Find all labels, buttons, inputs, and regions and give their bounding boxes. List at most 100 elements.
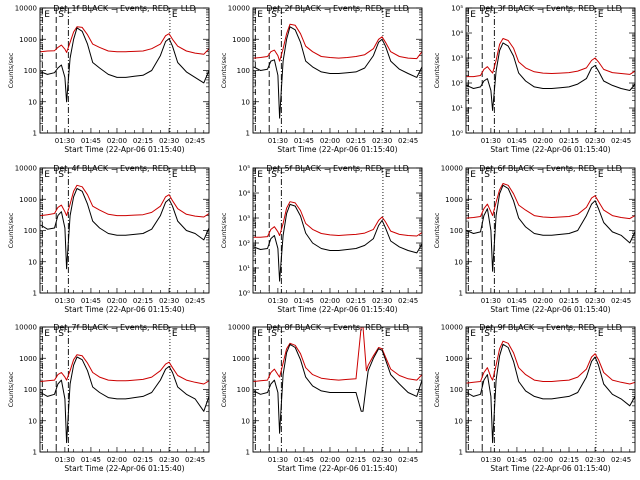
event-marker-label: E — [44, 170, 50, 180]
plot-frame — [465, 326, 636, 453]
chart-panel-6: 1 10 100 1000 10000 01:30 01:45 02:00 02:15 02:30… — [433, 164, 636, 314]
event-marker-label: E — [172, 329, 178, 339]
y-tick-label: 100 — [237, 386, 250, 394]
y-tick-label: 1000 — [445, 196, 463, 204]
plot-frame — [465, 167, 636, 294]
series-line-events — [253, 203, 422, 282]
chart-title: Det_9f BLACK = Events, RED = LLD — [479, 323, 622, 332]
y-tick-label: 1 — [459, 290, 463, 298]
chart-title: Det_4f BLACK = Events, RED = LLD — [53, 164, 196, 173]
event-marker-label: S — [271, 10, 277, 20]
x-tick-label: 01:45 — [81, 137, 101, 145]
chart-panel-4: 1 10 100 1000 10000 01:30 01:45 02:00 02:15 02:30… — [7, 164, 210, 314]
y-tick-label: 10 — [454, 417, 463, 425]
y-tick-label: 100 — [237, 67, 250, 75]
x-axis-label: Start Time (22-Apr-06 01:15:40) — [490, 305, 610, 314]
plot-frame — [39, 7, 210, 134]
x-tick-label: 02:00 — [107, 137, 127, 145]
x-axis-label: Start Time (22-Apr-06 01:15:40) — [490, 145, 610, 154]
x-tick-label: 01:45 — [507, 297, 527, 305]
x-tick-label: 01:45 — [81, 456, 101, 464]
series-line-lld — [40, 354, 209, 385]
y-tick-label: 10000 — [441, 165, 463, 173]
y-tick-label: 10² — [451, 80, 463, 88]
y-tick-label: 1 — [459, 449, 463, 457]
x-tick-label: 02:45 — [185, 297, 205, 305]
plot-frame — [39, 326, 210, 453]
series-line-lld — [40, 26, 209, 55]
x-tick-label: 02:00 — [107, 297, 127, 305]
x-tick-label: 02:15 — [133, 297, 153, 305]
x-tick-label: 02:45 — [398, 297, 418, 305]
x-tick-label: 02:30 — [585, 137, 605, 145]
x-axis-label: Start Time (22-Apr-06 01:15:40) — [277, 464, 397, 473]
x-tick-label: 02:30 — [372, 297, 392, 305]
x-tick-label: 02:00 — [320, 297, 340, 305]
y-axis-label: Counts/sec — [7, 52, 15, 88]
x-axis-label: Start Time (22-Apr-06 01:15:40) — [64, 305, 184, 314]
series-line-events — [40, 356, 209, 444]
event-marker-label: S — [484, 10, 490, 20]
y-tick-label: 10⁰ — [238, 290, 250, 298]
chart-panel-2: 1 10 100 1000 10000 01:30 01:45 02:00 02:15 02:30… — [220, 4, 423, 154]
y-tick-label: 10000 — [441, 324, 463, 332]
x-tick-label: 01:30 — [55, 297, 75, 305]
chart-panel-1: 1 10 100 1000 10000 01:30 01:45 02:00 02:15 02:30… — [7, 4, 210, 154]
series-line-lld — [40, 184, 209, 218]
chart-title: Det_7f BLACK = Events, RED = LLD — [53, 323, 196, 332]
series-line-events — [253, 343, 422, 434]
x-tick-label: 02:00 — [107, 456, 127, 464]
y-axis-label: Counts/sec — [220, 52, 228, 88]
x-tick-label: 02:15 — [346, 297, 366, 305]
y-tick-label: 10⁴ — [451, 30, 463, 38]
x-tick-label: 02:30 — [585, 297, 605, 305]
x-tick-label: 02:45 — [611, 297, 631, 305]
series-line-events — [40, 188, 209, 270]
event-marker-label: E — [470, 170, 476, 180]
y-axis-label: Counts/sec — [433, 52, 441, 88]
y-tick-label: 10⁵ — [451, 5, 463, 13]
x-tick-label: 02:30 — [372, 137, 392, 145]
plot-frame — [252, 167, 423, 294]
series-line-lld — [466, 38, 635, 78]
y-axis-label: Counts/sec — [433, 371, 441, 407]
y-tick-label: 1000 — [19, 355, 37, 363]
y-tick-label: 10000 — [228, 5, 250, 13]
x-tick-label: 02:45 — [611, 456, 631, 464]
x-tick-label: 02:45 — [185, 137, 205, 145]
x-tick-label: 02:00 — [320, 456, 340, 464]
series-line-lld — [466, 183, 635, 220]
y-tick-label: 100 — [24, 67, 37, 75]
y-tick-label: 100 — [24, 386, 37, 394]
event-marker-label: S — [271, 170, 277, 180]
plot-frame — [39, 167, 210, 294]
x-tick-label: 02:00 — [533, 137, 553, 145]
series-line-lld — [253, 23, 422, 62]
chart-title: Det_6f BLACK = Events, RED = LLD — [479, 164, 622, 173]
y-tick-label: 1 — [33, 130, 37, 138]
y-tick-label: 100 — [450, 227, 463, 235]
x-tick-label: 01:30 — [55, 456, 75, 464]
y-axis-label: Counts/sec — [7, 371, 15, 407]
event-marker-label: E — [385, 170, 391, 180]
event-marker-label: E — [598, 329, 604, 339]
x-tick-label: 02:15 — [133, 137, 153, 145]
x-tick-label: 02:45 — [185, 456, 205, 464]
x-tick-label: 01:30 — [55, 137, 75, 145]
x-tick-label: 02:15 — [559, 297, 579, 305]
plot-frame — [252, 326, 423, 453]
event-marker-label: E — [385, 329, 391, 339]
event-marker-label: S — [58, 329, 64, 339]
event-marker-label: E — [598, 10, 604, 20]
event-marker-label: E — [44, 10, 50, 20]
x-tick-label: 02:00 — [533, 297, 553, 305]
x-tick-label: 02:15 — [346, 137, 366, 145]
y-tick-label: 10000 — [15, 5, 37, 13]
x-tick-label: 02:00 — [533, 456, 553, 464]
x-axis-label: Start Time (22-Apr-06 01:15:40) — [277, 145, 397, 154]
y-tick-label: 10 — [28, 258, 37, 266]
y-tick-label: 10⁴ — [238, 190, 250, 198]
y-tick-label: 10 — [28, 98, 37, 106]
event-marker-label: E — [385, 10, 391, 20]
